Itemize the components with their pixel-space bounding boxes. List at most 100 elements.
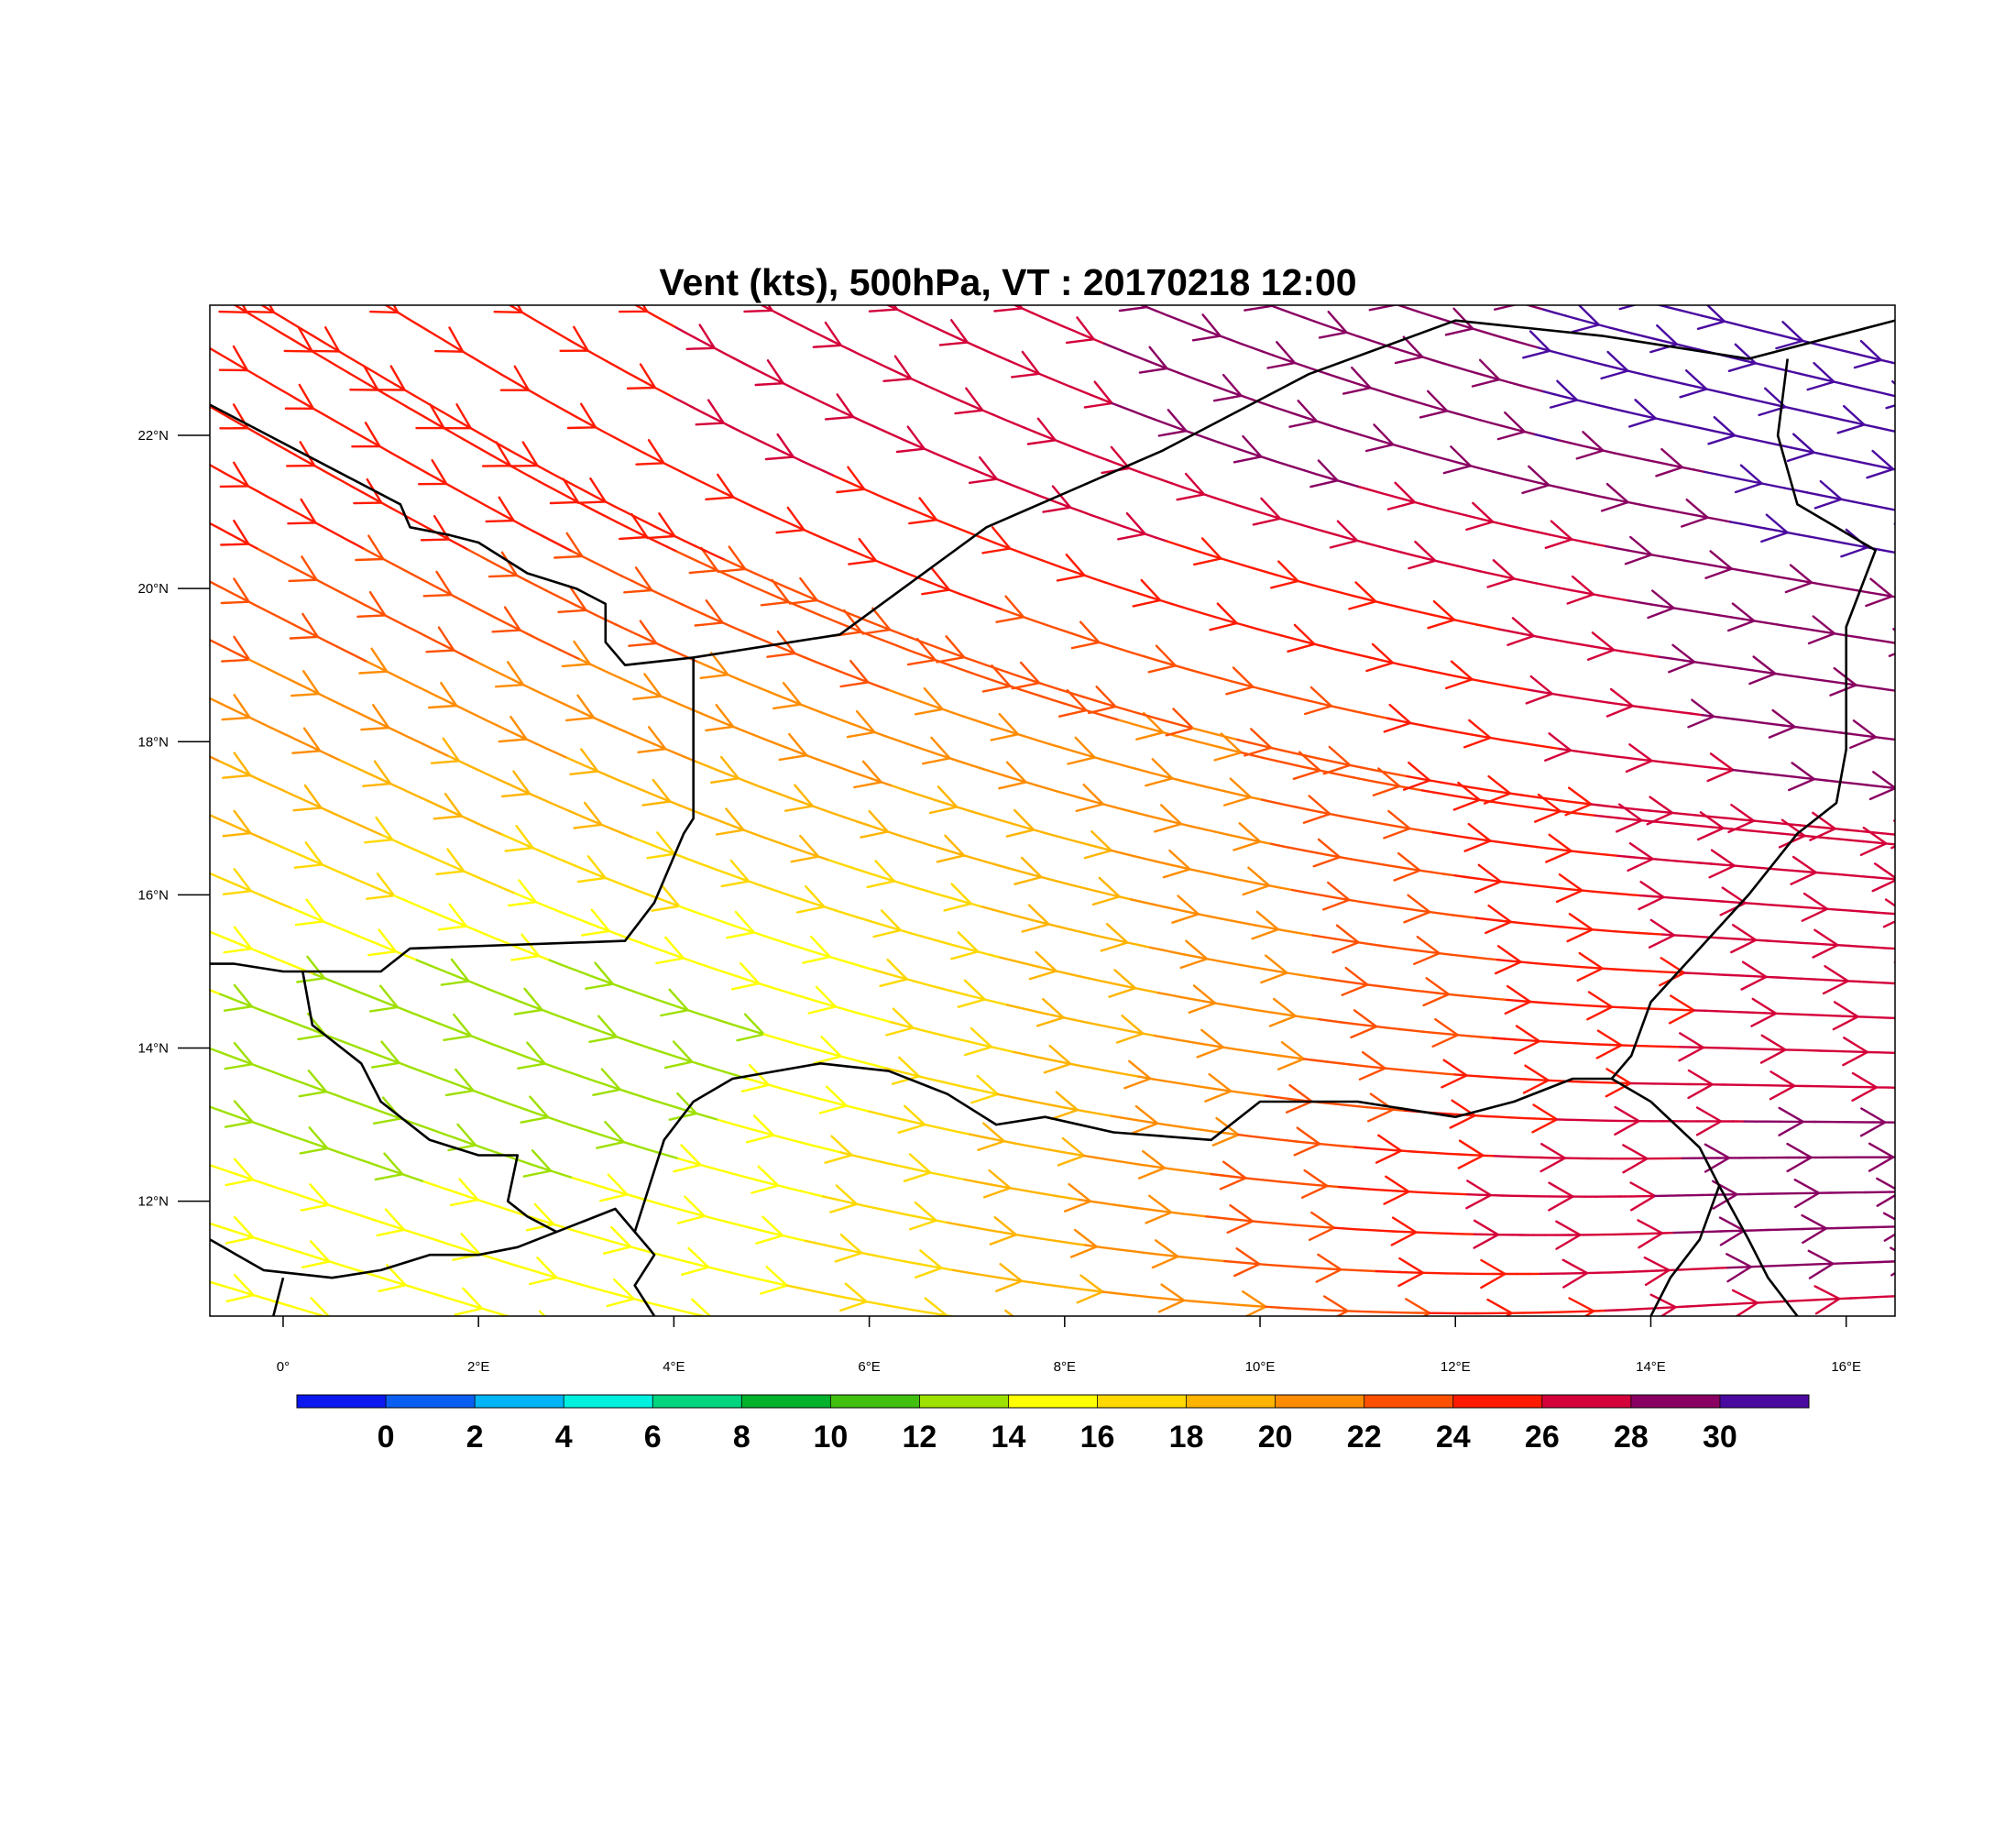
streamline-segment [1155,536,1168,543]
streamline-segment [463,870,476,877]
streamline-segment [1054,439,1068,445]
streamline-segment [565,913,579,920]
streamline-segment [1731,768,1747,773]
streamline-segment [1281,462,1296,468]
streamline-segment [1757,328,1770,334]
streamline-segment [1616,755,1630,760]
streamline-segment [555,405,568,413]
streamline-segment [1846,980,1861,983]
streamline-segment [1072,1242,1087,1246]
streamline-segment [1474,916,1489,921]
streamline-segment [893,880,906,886]
streamline-segment [1910,513,1921,515]
streamline-segment [1174,664,1189,670]
streamline-segment [352,876,365,884]
streamline-segment [748,781,761,788]
streamline-segment [1395,305,1398,306]
streamline-segment [1173,734,1187,740]
streamline-segment [453,649,466,657]
streamline-segment [1658,1007,1672,1011]
streamline-segment [1682,382,1697,388]
streamline-segment [501,1047,515,1054]
streamline-segment [1810,629,1824,633]
streamline-segment [731,725,745,732]
streamline-segment [859,774,872,780]
streamline-segment [805,754,819,761]
streamline-segment [633,515,646,523]
streamline-segment [1785,1263,1800,1267]
streamline-segment [1907,984,1919,985]
streamline-segment [1569,588,1583,594]
streamline-segment [1727,392,1742,399]
streamline-segment [1016,486,1030,493]
streamline-segment [567,338,580,346]
streamline-segment [1631,705,1646,709]
streamline-segment [795,1042,809,1048]
streamline-segment [1222,875,1237,881]
streamline-segment [674,852,686,860]
streamline-segment [1774,1012,1790,1015]
streamline-segment [465,709,478,717]
streamline-segment [1156,991,1171,996]
streamline-segment [1009,1187,1024,1191]
streamline-segment [1889,688,1895,692]
streamline-segment [339,759,352,766]
streamline-segment [633,1144,647,1150]
streamline-segment [890,368,903,376]
streamline-segment [1134,986,1148,992]
streamline-segment [790,796,804,804]
streamline-segment [1466,1192,1481,1196]
streamline-segment [1910,846,1922,847]
streamline-segment [1258,1263,1273,1267]
streamline-segment [1828,730,1843,734]
streamline-segment [537,394,549,402]
streamline-segment [1733,864,1748,868]
streamline-segment [1288,930,1303,935]
streamline-segment [801,1092,815,1099]
streamline-segment [683,401,696,410]
streamline-segment [948,896,961,902]
streamline-segment [778,695,792,702]
streamline-segment [905,572,919,579]
streamline-segment [538,954,551,961]
streamline-segment [1582,851,1596,855]
streamline-segment [732,357,745,365]
streamline-segment [681,603,694,610]
streamline-segment [1334,938,1349,942]
streamline-segment [1375,1025,1390,1029]
streamline-segment [833,542,847,549]
streamline-segment [1389,548,1403,554]
streamline-segment [670,699,683,707]
streamline-segment [1593,361,1607,367]
streamline-segment [923,795,937,802]
streamline-segment [1220,557,1233,564]
streamline-segment [1033,430,1046,437]
streamline-segment [990,604,1003,611]
streamline-segment [1146,814,1160,820]
streamline-segment [1486,625,1501,631]
streamline-segment [1048,685,1063,691]
streamline-segment [823,537,837,544]
streamline-segment [1537,531,1550,536]
streamline-segment [259,836,272,844]
streamline-segment [639,686,652,693]
streamline-segment [359,1214,373,1221]
streamline-segment [1079,796,1093,803]
streamline-segment [538,480,551,488]
streamline-segment [1726,475,1741,480]
streamline-segment [347,356,359,364]
streamline-segment [1283,803,1298,808]
streamline-segment [1366,983,1381,988]
streamline-segment [772,1134,786,1140]
streamline-segment [257,489,268,499]
streamline-segment [1400,551,1415,556]
streamline-segment [1215,788,1230,794]
streamline-segment [1571,1080,1585,1083]
streamline-segment [1423,1151,1438,1155]
streamline-segment [1270,842,1285,848]
streamline-segment [1112,1203,1127,1208]
streamline-segment [1194,1300,1209,1304]
streamline-segment [661,949,674,956]
streamline-segment [1784,405,1798,411]
streamline-segment [531,530,544,538]
